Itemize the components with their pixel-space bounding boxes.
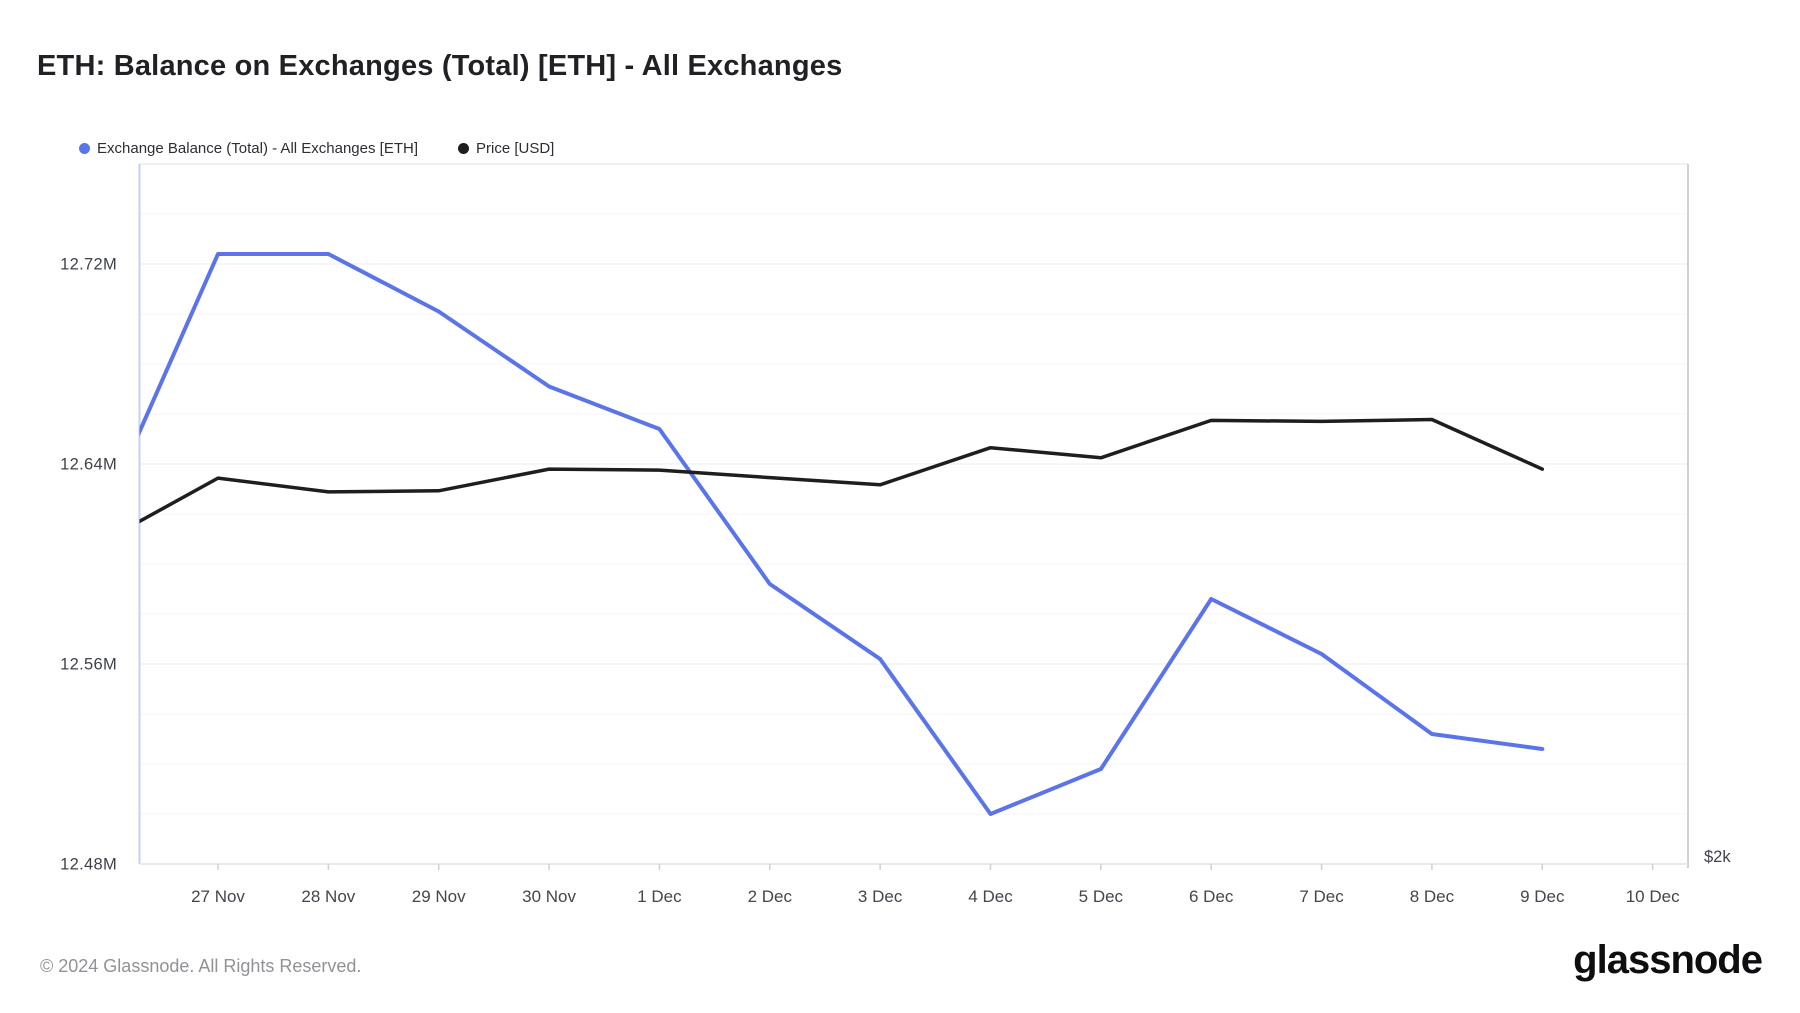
glassnode-logo: glassnode: [1573, 938, 1763, 982]
x-axis-label: 3 Dec: [858, 887, 903, 906]
x-axis-label: 4 Dec: [968, 887, 1013, 906]
x-axis-label: 1 Dec: [637, 887, 682, 906]
y-axis-label: 12.48M: [60, 856, 117, 874]
series-lines: [139, 252, 1545, 816]
x-axis-ticks: [217, 864, 1654, 870]
x-axis-label: 7 Dec: [1299, 887, 1344, 906]
x-axis-label: 5 Dec: [1079, 887, 1124, 906]
x-axis-label: 6 Dec: [1189, 887, 1234, 906]
legend-dot-icon: [458, 142, 469, 154]
legend-dot-icon: [79, 142, 90, 154]
x-axis-label: 27 Nov: [191, 887, 245, 906]
x-axis-label: 2 Dec: [748, 887, 793, 906]
gridlines: [139, 213, 1688, 865]
y-axis-label: 12.64M: [60, 456, 117, 474]
price-line: [139, 417, 1545, 524]
y-axis-labels-right: $2k: [1704, 848, 1731, 866]
copyright-text: © 2024 Glassnode. All Rights Reserved.: [40, 956, 362, 976]
exchange-balance-line: [139, 252, 1545, 816]
x-axis-label: 29 Nov: [412, 887, 466, 906]
right-axis-label: $2k: [1704, 848, 1731, 866]
x-axis-label: 9 Dec: [1520, 887, 1565, 906]
x-axis-label: 28 Nov: [301, 887, 355, 906]
x-axis-label: 8 Dec: [1410, 887, 1455, 906]
plot-border: [138, 163, 1689, 868]
plot-area[interactable]: [140, 164, 1689, 864]
y-axis-label: 12.72M: [60, 256, 117, 274]
x-axis-label: 10 Dec: [1626, 887, 1680, 906]
chart-title: ETH: Balance on Exchanges (Total) [ETH] …: [37, 50, 843, 82]
x-axis-labels: 27 Nov 28 Nov 29 Nov 30 Nov 1 Dec 2 Dec 3 Dec 4…: [191, 887, 1680, 906]
x-axis-label: 30 Nov: [522, 887, 576, 906]
y-axis-label: 12.56M: [60, 656, 117, 674]
legend-item-0[interactable]: Exchange Balance (Total) - All Exchanges…: [79, 140, 418, 157]
legend-item-label: Exchange Balance (Total) - All Exchanges…: [97, 139, 418, 157]
legend-item-label: Price [USD]: [476, 139, 555, 157]
legend-item-1[interactable]: Price [USD]: [458, 140, 554, 157]
y-axis-labels-left: 12.72M 12.64M 12.56M 12.48M: [60, 256, 117, 874]
legend: Exchange Balance (Total) - All Exchanges…: [79, 136, 594, 160]
